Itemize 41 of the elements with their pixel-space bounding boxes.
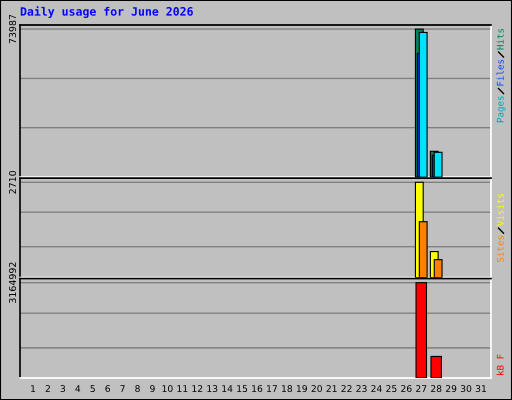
y-tick-label: 73987	[8, 14, 16, 44]
x-tick-label: 16	[252, 385, 262, 392]
chart-title: Daily usage for June 2026	[20, 6, 193, 18]
x-tick-label: 10	[162, 385, 173, 392]
x-tick-label: 19	[296, 385, 307, 392]
x-tick-label: 12	[192, 385, 202, 392]
x-tick-label: 5	[90, 385, 95, 392]
x-tick-label: 7	[120, 385, 125, 392]
x-tick-label: 27	[416, 385, 426, 392]
x-tick-label: 30	[460, 385, 472, 392]
text: Visits	[496, 194, 504, 226]
x-tick-label: 11	[178, 385, 188, 392]
x-tick-label: 22	[341, 385, 352, 392]
text: kB F	[496, 354, 504, 375]
x-tick-label: 3	[60, 385, 66, 392]
legend-label: Files	[496, 60, 504, 86]
x-tick-label: 14	[222, 385, 232, 392]
x-tick-label: 1	[31, 385, 36, 392]
x-tick-label: 2	[46, 385, 50, 392]
x-tick-label: 6	[105, 385, 110, 392]
x-tick-label: 17	[267, 385, 277, 392]
x-tick-label: 13	[207, 385, 218, 392]
x-tick-label: 4	[75, 385, 80, 392]
x-tick-label: 20	[312, 385, 322, 392]
x-tick-label: 9	[150, 385, 155, 392]
legend-label: Sites	[496, 236, 504, 262]
x-tick-label: 8	[135, 385, 140, 392]
x-tick-label: 21	[326, 385, 337, 392]
text: Hits	[496, 28, 504, 50]
legend-label: Pages	[496, 96, 506, 122]
x-tick-label: 31	[476, 385, 486, 392]
x-tick-label: 23	[356, 385, 367, 392]
x-tick-label: 29	[446, 385, 456, 392]
x-tick-label: 26	[401, 385, 412, 392]
x-tick-label: 24	[371, 385, 382, 392]
y-tick-label: 2710	[8, 170, 16, 194]
x-tick-label: 15	[237, 385, 248, 392]
y-tick-label: 3164992	[8, 262, 16, 303]
x-tick-label: 18	[282, 385, 292, 392]
x-tick-label: 25	[386, 385, 396, 392]
x-tick-label: 28	[431, 385, 442, 392]
